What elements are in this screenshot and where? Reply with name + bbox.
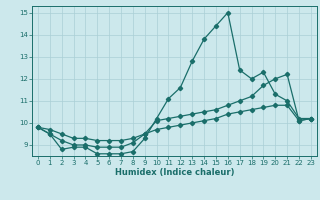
X-axis label: Humidex (Indice chaleur): Humidex (Indice chaleur) bbox=[115, 168, 234, 177]
